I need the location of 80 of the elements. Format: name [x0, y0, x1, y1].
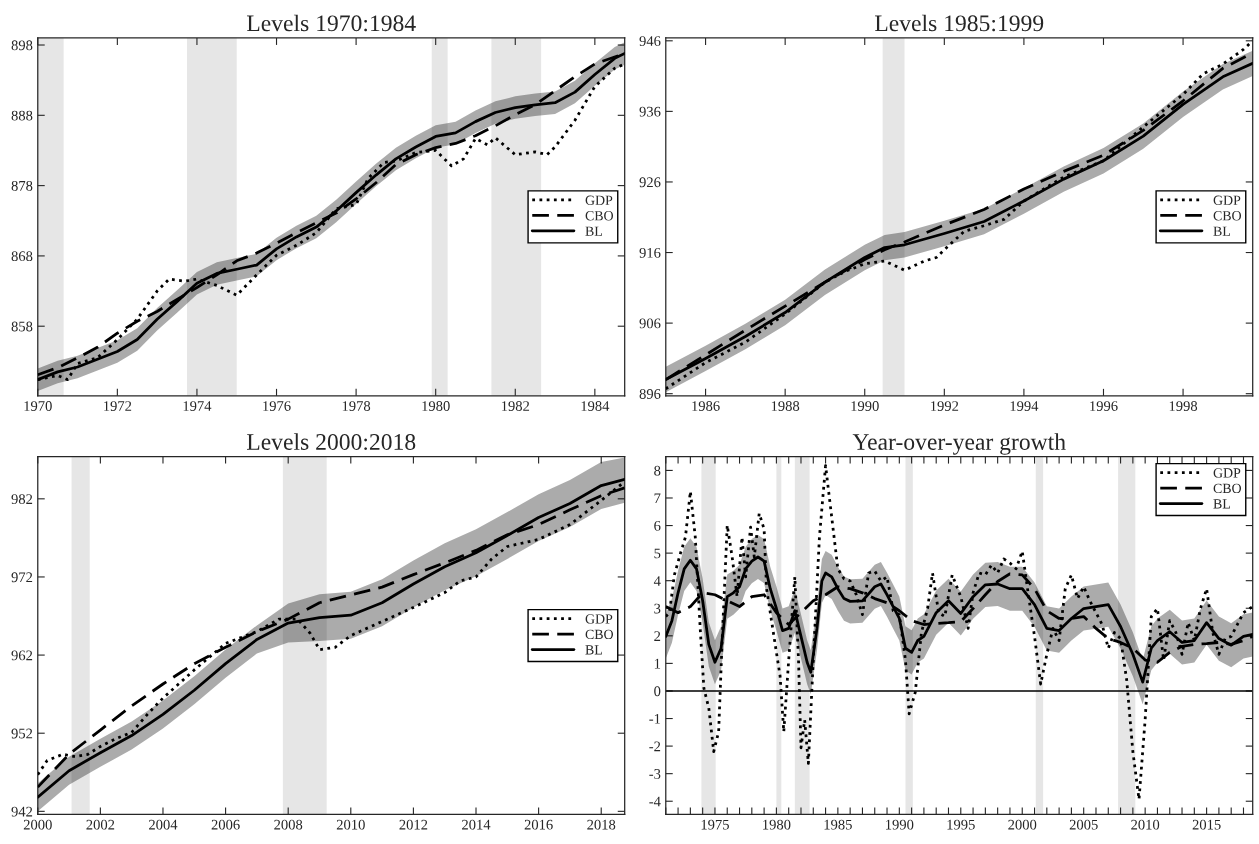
y-tick-label: 972 — [11, 572, 33, 583]
x-tick-label: 2015 — [1192, 819, 1221, 830]
legend-label: CBO — [1213, 211, 1242, 221]
y-tick-label: 916 — [639, 247, 661, 258]
x-tick-label: 1972 — [104, 401, 132, 411]
x-tick-label: 1985 — [824, 819, 852, 830]
legend-label: GDP — [1213, 468, 1241, 478]
y-tick-label: 878 — [11, 180, 33, 191]
x-tick-label: 1986 — [692, 401, 720, 411]
y-tick-label: 888 — [11, 110, 33, 121]
y-tick-label: 3 — [654, 603, 661, 614]
x-tick-label: 1975 — [701, 819, 729, 830]
x-tick-label: 1982 — [501, 401, 530, 411]
x-tick-label: 1988 — [771, 401, 800, 411]
y-tick-label: 868 — [11, 251, 33, 262]
y-tick-label: 896 — [639, 389, 661, 399]
x-tick-label: 1984 — [581, 401, 610, 411]
chart-title: Levels 1985:1999 — [875, 14, 1044, 32]
legend-label: BL — [1213, 226, 1230, 236]
chart-title: Levels 1970:1984 — [246, 14, 416, 32]
y-tick-label: -4 — [649, 796, 661, 807]
y-tick-label: 1 — [654, 658, 661, 669]
legend-label: BL — [585, 226, 602, 236]
y-tick-label: 858 — [11, 321, 33, 332]
y-tick-label: 6 — [654, 520, 661, 531]
x-tick-label: 2014 — [462, 819, 491, 830]
legend-label: GDP — [585, 614, 613, 624]
y-tick-label: -3 — [649, 769, 661, 779]
legend-label: GDP — [1213, 195, 1241, 205]
x-tick-label: 1990 — [851, 401, 879, 411]
y-tick-label: 2 — [654, 631, 661, 641]
x-tick-label: 1976 — [263, 401, 291, 411]
x-tick-label: 2006 — [211, 819, 240, 830]
x-tick-label: 2018 — [587, 819, 616, 830]
legend-label: BL — [585, 645, 602, 655]
x-tick-label: 1996 — [1090, 401, 1118, 411]
x-tick-label: 1978 — [342, 401, 371, 411]
x-tick-label: 1974 — [183, 401, 212, 411]
y-tick-label: 898 — [11, 40, 33, 51]
y-tick-label: -1 — [649, 713, 661, 724]
x-tick-label: 2002 — [86, 819, 115, 830]
legend-label: CBO — [1213, 483, 1242, 494]
x-tick-label: 2012 — [399, 819, 428, 830]
y-tick-label: 926 — [639, 177, 661, 188]
x-tick-label: 2016 — [524, 819, 553, 830]
x-tick-label: 1998 — [1169, 401, 1198, 411]
y-tick-label: 942 — [11, 806, 33, 817]
x-tick-label: 2010 — [336, 819, 365, 830]
x-tick-label: 2010 — [1131, 819, 1160, 830]
line-series — [665, 464, 1253, 801]
x-tick-label: 2004 — [149, 819, 178, 830]
legend-label: BL — [1213, 499, 1230, 509]
x-tick-label: 1970 — [24, 401, 52, 411]
y-tick-label: 936 — [639, 106, 661, 117]
x-tick-label: 1980 — [422, 401, 450, 411]
y-tick-label: -2 — [649, 741, 661, 752]
x-tick-label: 1980 — [763, 819, 791, 830]
y-tick-label: 952 — [11, 728, 33, 739]
legend-label: CBO — [585, 629, 614, 640]
y-tick-label: 906 — [639, 318, 661, 329]
y-tick-label: 982 — [11, 494, 33, 505]
chart-title: Levels 2000:2018 — [246, 433, 416, 451]
y-tick-label: 946 — [639, 36, 661, 47]
chart-title: Year-over-year growth — [852, 433, 1066, 455]
x-tick-label: 1995 — [947, 819, 975, 830]
y-tick-label: 8 — [654, 465, 661, 476]
x-tick-label: 2000 — [1008, 819, 1037, 830]
x-tick-label: 2008 — [274, 819, 303, 830]
x-tick-label: 2000 — [23, 819, 52, 830]
y-tick-label: 5 — [654, 548, 661, 559]
y-tick-label: 962 — [11, 650, 33, 661]
y-tick-label: 4 — [653, 576, 661, 586]
legend-label: GDP — [585, 195, 613, 205]
x-tick-label: 1994 — [1010, 401, 1039, 411]
x-tick-label: 1990 — [886, 819, 914, 830]
y-tick-label: 0 — [654, 686, 661, 697]
y-tick-label: 7 — [654, 493, 661, 504]
legend-label: CBO — [585, 211, 614, 221]
x-tick-label: 1992 — [931, 401, 959, 411]
x-tick-label: 2005 — [1069, 819, 1098, 830]
